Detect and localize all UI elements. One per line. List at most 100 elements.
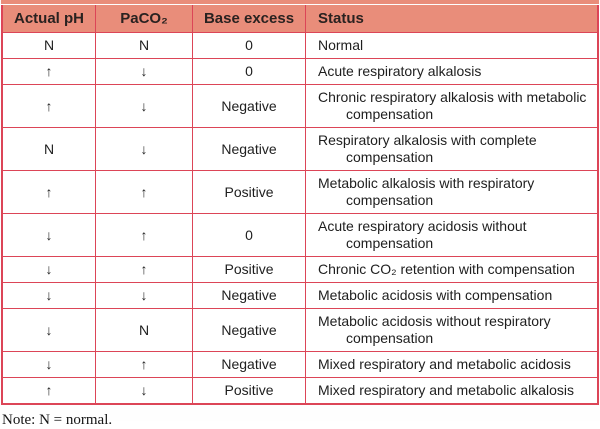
header-base-excess: Base excess: [192, 5, 306, 33]
cell-actual-ph-text: ↓: [45, 287, 53, 303]
cell-status-text: Respiratory alkalosis with complete comp…: [318, 132, 537, 165]
cell-base-excess: Negative: [192, 351, 306, 378]
table-row: ↓ ↑ Positive Chronic CO₂ retention with com…: [1, 256, 599, 283]
cell-actual-ph-text: ↑: [45, 382, 53, 398]
cell-actual-ph-text: N: [43, 140, 55, 157]
cell-status-text: Metabolic acidosis with compensation: [318, 287, 553, 303]
cell-actual-ph-text: ↑: [45, 183, 53, 200]
cell-status-text: Normal: [318, 37, 364, 53]
cell-base-excess-text: Positive: [224, 382, 274, 398]
cell-status-text: Metabolic alkalosis with respiratory com…: [318, 175, 535, 208]
cell-actual-ph-text: ↓: [45, 226, 53, 243]
cell-status-text: Chronic respiratory alkalosis with metab…: [318, 89, 587, 122]
cell-paco2-text: ↑: [140, 356, 148, 372]
cell-base-excess-text: 0: [245, 37, 253, 53]
cell-paco2: ↓: [95, 377, 193, 405]
cell-status: Acute respiratory acidosis without compe…: [305, 213, 599, 257]
cell-status-text: Acute respiratory alkalosis: [318, 63, 482, 79]
table-row: ↑ ↑ Positive Metabolic alkalosis with respi…: [1, 170, 599, 214]
cell-paco2-text: ↓: [140, 382, 148, 398]
cell-base-excess: Negative: [192, 84, 306, 128]
cell-actual-ph: ↓: [1, 282, 96, 309]
cell-status-text: Mixed respiratory and metabolic acidosis: [318, 356, 571, 372]
cell-actual-ph: N: [1, 32, 96, 59]
cell-status: Mixed respiratory and metabolic alkalosi…: [305, 377, 599, 405]
cell-status-text: Chronic CO₂ retention with compensation: [318, 261, 575, 277]
table-top-strip: [1, 0, 599, 4]
cell-base-excess: 0: [192, 32, 306, 59]
cell-base-excess: Positive: [192, 256, 306, 283]
cell-status: Normal: [305, 32, 599, 59]
cell-actual-ph: N: [1, 127, 96, 171]
table-row: N ↓ Negative Respiratory alkalosis with com…: [1, 127, 599, 171]
cell-paco2: ↑: [95, 351, 193, 378]
table-row: ↓ ↑ Negative Mixed respiratory and metaboli…: [1, 351, 599, 378]
table-row: ↑ ↓ 0 Acute respiratory alkalosis: [1, 58, 599, 85]
cell-status: Mixed respiratory and metabolic acidosis: [305, 351, 599, 378]
table-row: ↑ ↓ Positive Mixed respiratory and metaboli…: [1, 377, 599, 405]
cell-actual-ph: ↑: [1, 58, 96, 85]
cell-base-excess: Negative: [192, 308, 306, 352]
cell-base-excess-text: Negative: [221, 140, 277, 157]
cell-actual-ph-text: ↓: [45, 261, 53, 277]
cell-base-excess: Positive: [192, 170, 306, 214]
header-paco2: PaCO₂: [95, 5, 193, 33]
header-status: Status: [305, 5, 599, 33]
cell-base-excess-text: Negative: [221, 287, 277, 303]
cell-paco2-text: N: [138, 321, 150, 338]
cell-paco2: ↓: [95, 84, 193, 128]
cell-actual-ph-text: N: [43, 37, 55, 53]
cell-base-excess: Negative: [192, 127, 306, 171]
cell-status-text: Mixed respiratory and metabolic alkalosi…: [318, 382, 574, 398]
cell-actual-ph: ↑: [1, 170, 96, 214]
cell-actual-ph: ↓: [1, 351, 96, 378]
table-row: ↓ N Negative Metabolic acidosis without res…: [1, 308, 599, 352]
cell-paco2: ↓: [95, 282, 193, 309]
cell-status: Metabolic acidosis with compensation: [305, 282, 599, 309]
cell-paco2-text: ↓: [140, 140, 148, 157]
cell-paco2-text: ↓: [140, 63, 148, 79]
cell-base-excess: Negative: [192, 282, 306, 309]
cell-status: Metabolic acidosis without respiratory c…: [305, 308, 599, 352]
table-row: ↓ ↓ Negative Metabolic acidosis with compen…: [1, 282, 599, 309]
header-actual-ph: Actual pH: [1, 5, 96, 33]
cell-base-excess: 0: [192, 213, 306, 257]
cell-status-text: Metabolic acidosis without respiratory c…: [318, 313, 551, 346]
cell-base-excess-text: Positive: [224, 261, 274, 277]
cell-paco2-text: ↓: [140, 287, 148, 303]
cell-paco2: ↑: [95, 256, 193, 283]
cell-paco2: N: [95, 308, 193, 352]
cell-paco2: N: [95, 32, 193, 59]
cell-actual-ph-text: ↑: [45, 63, 53, 79]
cell-paco2-text: ↑: [140, 183, 148, 200]
cell-paco2-text: ↓: [140, 97, 148, 114]
cell-base-excess: Positive: [192, 377, 306, 405]
cell-actual-ph-text: ↑: [45, 97, 53, 114]
table-header: Actual pH PaCO₂ Base excess Status: [1, 5, 599, 33]
cell-status-text: Acute respiratory acidosis without compe…: [318, 218, 527, 251]
table-row: N N 0 Normal: [1, 32, 599, 59]
cell-actual-ph: ↑: [1, 84, 96, 128]
cell-base-excess: 0: [192, 58, 306, 85]
cell-status: Chronic respiratory alkalosis with metab…: [305, 84, 599, 128]
cell-paco2: ↑: [95, 170, 193, 214]
cell-base-excess-text: Negative: [221, 356, 277, 372]
table-row: ↑ ↓ Negative Chronic respiratory alkalosis …: [1, 84, 599, 128]
cell-actual-ph: ↑: [1, 377, 96, 405]
cell-paco2-text: ↑: [140, 226, 148, 243]
cell-actual-ph: ↓: [1, 256, 96, 283]
cell-base-excess-text: 0: [245, 63, 253, 79]
table-body: N N 0 Normal ↑ ↓ 0 Acute respiratory alkalosis ↑…: [1, 32, 599, 405]
header-row: Actual pH PaCO₂ Base excess Status: [1, 5, 599, 33]
cell-actual-ph-text: ↓: [45, 321, 53, 338]
cell-paco2: ↑: [95, 213, 193, 257]
cell-base-excess-text: 0: [245, 226, 253, 243]
cell-actual-ph: ↓: [1, 213, 96, 257]
cell-status: Chronic CO₂ retention with compensation: [305, 256, 599, 283]
table-row: ↓ ↑ 0 Acute respiratory acidosis without co…: [1, 213, 599, 257]
cell-actual-ph: ↓: [1, 308, 96, 352]
cell-status: Respiratory alkalosis with complete comp…: [305, 127, 599, 171]
cell-base-excess-text: Negative: [221, 321, 277, 338]
cell-paco2: ↓: [95, 127, 193, 171]
